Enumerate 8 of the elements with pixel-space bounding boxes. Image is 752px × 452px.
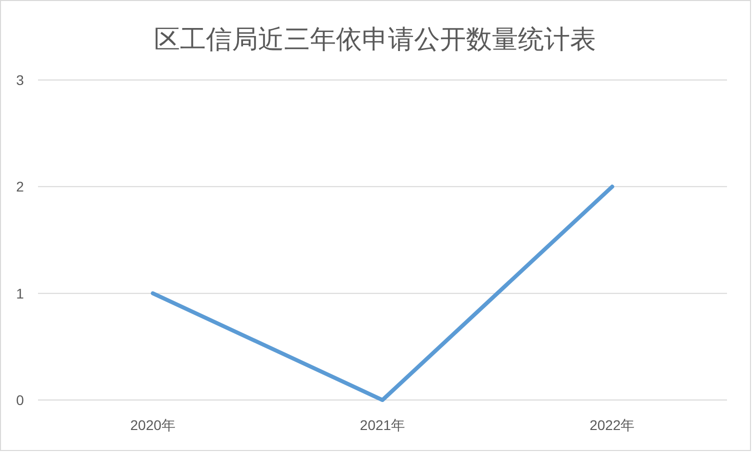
y-tick-label: 1 [16, 285, 24, 302]
chart-title: 区工信局近三年依申请公开数量统计表 [154, 24, 596, 54]
x-tick-label: 2020年 [130, 417, 176, 433]
y-tick-label: 2 [16, 178, 24, 195]
x-tick-label: 2022年 [590, 417, 635, 433]
x-tick-label: 2021年 [360, 417, 406, 433]
y-tick-label: 0 [16, 392, 24, 408]
y-tick-label: 3 [16, 72, 24, 88]
